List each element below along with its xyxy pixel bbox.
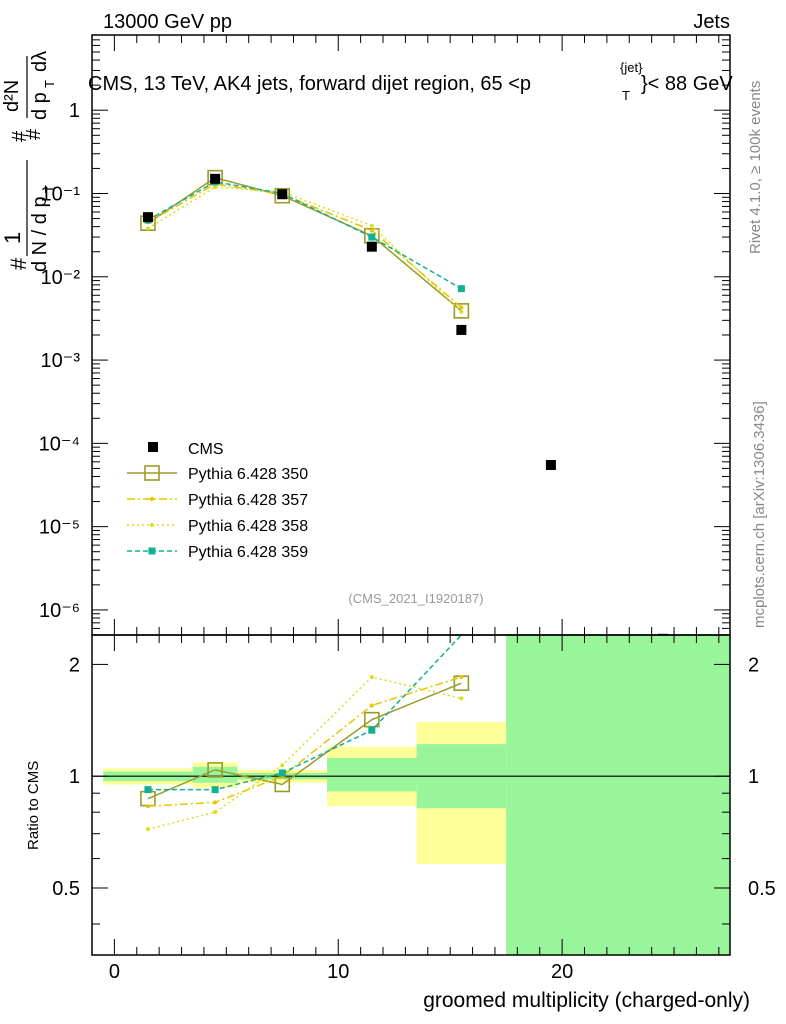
data-point-5 xyxy=(545,459,556,470)
ratio-tick-label-left-2: 2 xyxy=(69,654,80,676)
plot-title: CMS, 13 TeV, AK4 jets, forward dijet reg… xyxy=(88,60,733,103)
ratio-2-marker-4 xyxy=(459,696,464,701)
uncertainty-band-stat-5 xyxy=(506,635,730,955)
y-title-hash: # xyxy=(6,257,31,270)
data-point-3 xyxy=(366,241,377,252)
data-point-2 xyxy=(277,189,288,200)
series-1-marker-3 xyxy=(369,228,374,233)
ratio-line-0 xyxy=(147,682,462,800)
ratio-tick-label-right-1: 1 xyxy=(748,766,759,788)
plot-title-text: CMS, 13 TeV, AK4 jets, forward dijet reg… xyxy=(88,73,531,95)
y-tick-label--2: 10⁻² xyxy=(41,267,81,289)
ratio-2-marker-3 xyxy=(369,674,374,679)
ratio-3-marker-3 xyxy=(368,726,376,734)
ratio-frame xyxy=(91,634,731,956)
series-2-marker-4 xyxy=(459,309,464,314)
series-2-marker-3 xyxy=(369,223,374,228)
ratio-1-marker-0 xyxy=(145,804,150,809)
y-title-denominator: d N / d p xyxy=(29,196,51,272)
legend-marker-2 xyxy=(150,523,154,527)
main-series-layer xyxy=(140,169,470,319)
y-tick-label--6: 10⁻⁶ xyxy=(39,600,80,622)
legend-label-3: Pythia 6.428 359 xyxy=(188,544,308,561)
plot-title-superscript: {jet} xyxy=(620,60,643,75)
series-line-0 xyxy=(147,176,462,312)
x-tick-label-20: 20 xyxy=(551,961,573,983)
series-line-1 xyxy=(147,183,462,308)
legend-marker-0 xyxy=(144,465,160,481)
plot-title-tail: }< 88 GeV xyxy=(641,73,733,95)
y-title-one: 1 xyxy=(0,232,25,244)
y-title-denominator-sub: T xyxy=(42,185,57,193)
y-tick-label--4: 10⁻⁴ xyxy=(39,433,80,455)
ratio-3-marker-2 xyxy=(278,769,286,777)
data-point-0 xyxy=(142,212,153,223)
series-1-marker-4 xyxy=(459,305,464,310)
legend: CMS Pythia 6.428 350 Pythia 6.428 357 Pythi… xyxy=(127,441,308,561)
mcplots-label: mcplots.cern.ch [arXiv:1306.3436] xyxy=(751,401,768,628)
uncertainty-band-stat-1 xyxy=(192,766,238,783)
legend-marker-1 xyxy=(150,497,154,501)
category-label: Jets xyxy=(693,11,730,33)
legend-label-2: Pythia 6.428 358 xyxy=(188,518,308,535)
y-title-hash-numerator: # xyxy=(9,130,31,142)
series-0-marker-2 xyxy=(274,187,291,204)
rivet-label: Rivet 4.1.0, ≥ 100k events xyxy=(747,81,764,254)
x-axis-title: groomed multiplicity (charged-only) xyxy=(423,989,750,1012)
legend-label-1: Pythia 6.428 357 xyxy=(188,492,308,509)
ratio-series-layer xyxy=(140,635,470,832)
ratio-2-marker-1 xyxy=(213,810,218,815)
energy-label: 13000 GeV pp xyxy=(103,11,232,33)
ratio-0-marker-1 xyxy=(207,762,223,778)
x-tick-label-0: 0 xyxy=(109,961,120,983)
ratio-1-marker-3 xyxy=(369,703,374,708)
ratio-2-marker-2 xyxy=(280,763,285,768)
ratio-y-axis-title: Ratio to CMS xyxy=(25,761,42,850)
series-2-marker-0 xyxy=(145,226,150,231)
y-tick-label--1: 10⁻¹ xyxy=(41,184,81,206)
legend-label-0: Pythia 6.428 350 xyxy=(188,466,308,483)
uncertainty-band-stat-3 xyxy=(327,757,417,792)
legend-marker-3 xyxy=(148,547,156,555)
ratio-tick-label-left-0.5: 0.5 xyxy=(52,878,80,900)
data-point-1 xyxy=(210,173,221,184)
y-title-lambda: dλ xyxy=(29,51,51,72)
ratio-tick-label-right-0.5: 0.5 xyxy=(748,878,776,900)
ratio-3-marker-0 xyxy=(144,786,152,794)
ratio-2-marker-0 xyxy=(145,827,150,832)
ratio-3-marker-1 xyxy=(211,786,219,794)
legend-label-data: CMS xyxy=(188,441,224,458)
axis-ticks: 0 10 20 1 10⁻¹ 10⁻² 10⁻³ 10⁻⁴ 10⁻⁵ 10⁻⁶ 0.5 0.5 1 1 2 2 xyxy=(39,34,776,983)
ratio-1-marker-4 xyxy=(459,674,464,679)
y-axis-title: # 1 d N / d p T # d²N # d p T dλ xyxy=(0,51,57,272)
ratio-0-marker-3 xyxy=(364,711,380,728)
y-tick-label--5: 10⁻⁵ xyxy=(39,517,80,539)
y-title-numerator: d²N xyxy=(1,80,23,112)
y-tick-label--3: 10⁻³ xyxy=(41,350,81,372)
data-point-4 xyxy=(456,324,467,335)
analysis-id: (CMS_2021_I1920187) xyxy=(348,591,483,606)
plot-title-subscript: T xyxy=(622,88,630,103)
ratio-1-marker-1 xyxy=(213,800,218,805)
series-2-marker-1 xyxy=(213,184,218,189)
series-0-marker-4 xyxy=(453,303,470,319)
series-3-marker-4 xyxy=(457,285,465,293)
ratio-tick-label-right-2: 2 xyxy=(748,654,759,676)
y-tick-label-1: 1 xyxy=(69,100,80,122)
y-title-inner-sub: T xyxy=(42,80,57,88)
legend-marker-data xyxy=(148,442,158,452)
ratio-tick-label-left-1: 1 xyxy=(69,766,80,788)
x-tick-label-10: 10 xyxy=(327,961,349,983)
series-line-3 xyxy=(147,181,462,290)
y-title-inner-hash: # xyxy=(23,128,45,140)
data-points-layer xyxy=(142,173,668,635)
y-title-inner-denominator: d p xyxy=(29,92,51,120)
series-3-marker-3 xyxy=(368,233,376,241)
